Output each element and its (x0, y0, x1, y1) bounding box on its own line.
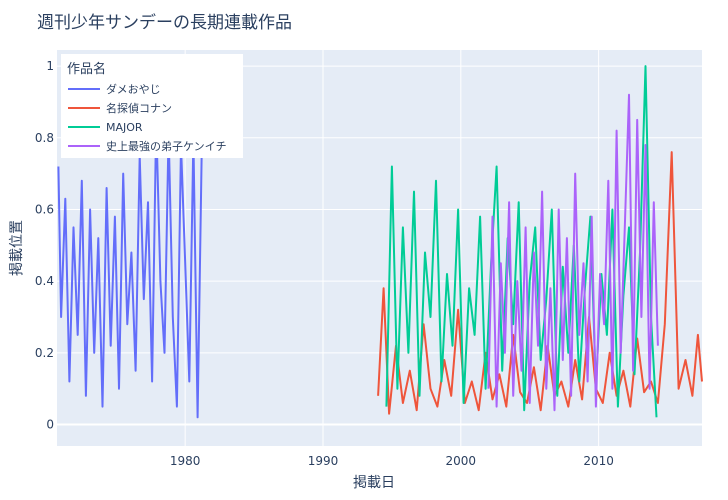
legend-swatch (68, 107, 100, 109)
y-tick-label: 1 (46, 59, 54, 73)
x-tick-label: 1990 (308, 454, 339, 468)
y-axis-label: 掲載位置 (9, 220, 25, 276)
y-tick-label: 0.6 (35, 202, 54, 216)
y-tick-labels: 0 0.2 0.4 0.6 0.8 1 (35, 59, 54, 431)
legend-item-conan[interactable]: 名探偵コナン (68, 99, 172, 117)
legend-title: 作品名 (67, 62, 107, 77)
x-tick-labels: 1980 1990 2000 2010 (170, 454, 614, 468)
legend-item-kenichi[interactable]: 史上最強の弟子ケンイチ (68, 137, 227, 155)
x-tick-label: 1980 (170, 454, 201, 468)
y-tick-label: 0.8 (35, 131, 54, 145)
x-axis-label: 掲載日 (353, 475, 395, 491)
legend-label: ダメおやじ (106, 83, 161, 96)
series-line-3[interactable] (487, 93, 659, 412)
legend-label: 名探偵コナン (106, 102, 172, 115)
series-line-2[interactable] (385, 65, 658, 418)
legend-label: MAJOR (106, 120, 143, 134)
legend-label: 史上最強の弟子ケンイチ (106, 140, 227, 153)
x-tick-label: 2000 (446, 454, 477, 468)
chart-title: 週刊少年サンデーの長期連載作品 (37, 13, 292, 33)
legend-item-dame-oyaji[interactable]: ダメおやじ (68, 80, 161, 98)
x-tick-label: 2010 (583, 454, 614, 468)
y-tick-label: 0 (46, 417, 54, 431)
series-line-1[interactable] (377, 151, 703, 415)
series-lines (57, 65, 703, 419)
y-tick-label: 0.4 (35, 274, 54, 288)
legend: 作品名 ダメおやじ 名探偵コナン MAJOR 史上最強の弟子ケンイチ (61, 54, 243, 158)
series-line-0[interactable] (57, 118, 203, 419)
legend-item-major[interactable]: MAJOR (68, 118, 143, 136)
legend-swatch (68, 88, 100, 90)
legend-swatch (68, 126, 100, 128)
y-tick-label: 0.2 (35, 346, 54, 360)
legend-swatch (68, 145, 100, 147)
